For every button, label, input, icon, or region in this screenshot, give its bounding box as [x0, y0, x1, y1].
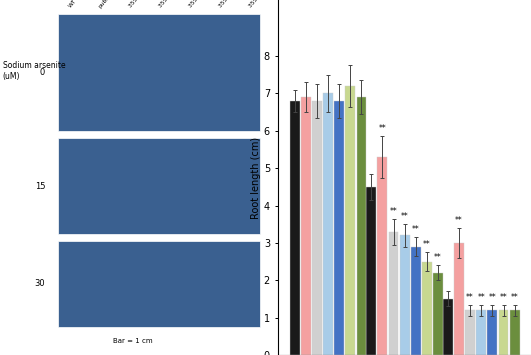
- Bar: [487, 310, 497, 355]
- Y-axis label: Root length (cm): Root length (cm): [251, 136, 261, 219]
- Text: **: **: [477, 293, 485, 301]
- Text: **: **: [466, 293, 474, 301]
- Bar: [389, 232, 398, 355]
- Bar: [301, 97, 311, 355]
- Bar: [422, 262, 432, 355]
- Text: **: **: [401, 212, 408, 221]
- Bar: [454, 243, 464, 355]
- Bar: [335, 101, 344, 355]
- Bar: [323, 93, 333, 355]
- Bar: [400, 235, 409, 355]
- Bar: [433, 273, 443, 355]
- Text: 35S:3xHA-PUB23 #B2: 35S:3xHA-PUB23 #B2: [249, 0, 294, 9]
- Text: **: **: [412, 225, 419, 234]
- Bar: [476, 310, 486, 355]
- Text: **: **: [511, 293, 518, 301]
- Text: **: **: [455, 216, 463, 225]
- Bar: [378, 157, 387, 355]
- Bar: [366, 187, 376, 355]
- Text: **: **: [489, 293, 496, 301]
- Bar: [443, 299, 453, 355]
- Bar: [58, 241, 260, 327]
- Bar: [465, 310, 475, 355]
- Bar: [346, 86, 355, 355]
- Bar: [290, 101, 299, 355]
- Bar: [357, 97, 366, 355]
- Bar: [58, 138, 260, 234]
- Text: 35S:3xHA-PUB23 B1: 35S:3xHA-PUB23 B1: [218, 0, 261, 9]
- Text: 35S:PUB22 #17: 35S:PUB22 #17: [128, 0, 162, 9]
- Bar: [411, 247, 421, 355]
- Text: 35S:3xHA-PUB22 #B5: 35S:3xHA-PUB22 #B5: [188, 0, 234, 9]
- Text: **: **: [434, 253, 442, 262]
- Text: **: **: [500, 293, 508, 301]
- Text: **: **: [390, 207, 397, 215]
- Text: 30: 30: [35, 279, 45, 289]
- Text: WT: WT: [68, 0, 78, 9]
- Bar: [58, 14, 260, 131]
- Text: Bar = 1 cm: Bar = 1 cm: [113, 338, 152, 344]
- Text: **: **: [379, 124, 386, 133]
- Bar: [510, 310, 519, 355]
- Text: 15: 15: [35, 182, 45, 191]
- Bar: [312, 101, 322, 355]
- Text: 35S:3xHA-PUB22 #B3: 35S:3xHA-PUB22 #B3: [158, 0, 203, 9]
- Text: pub22pub23: pub22pub23: [98, 0, 126, 9]
- Text: 0: 0: [40, 68, 45, 77]
- Text: Sodium arsenite
(uM): Sodium arsenite (uM): [3, 61, 65, 81]
- Text: **: **: [423, 240, 431, 249]
- Bar: [499, 310, 508, 355]
